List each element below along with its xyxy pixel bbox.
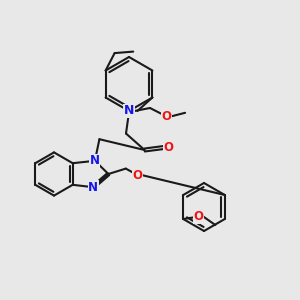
Text: N: N <box>124 104 134 118</box>
Text: O: O <box>194 210 204 223</box>
Text: N: N <box>88 181 98 194</box>
Text: O: O <box>161 110 172 123</box>
Text: O: O <box>164 141 174 154</box>
Text: N: N <box>90 154 100 167</box>
Text: O: O <box>133 169 143 182</box>
